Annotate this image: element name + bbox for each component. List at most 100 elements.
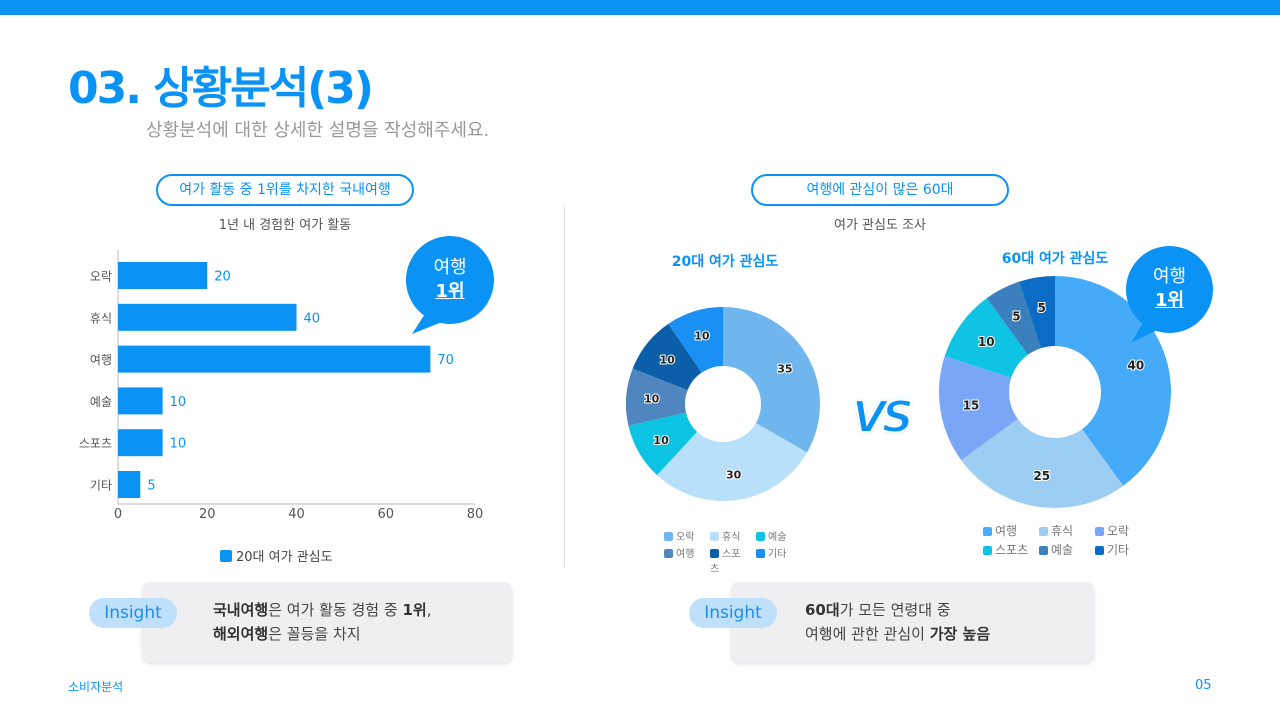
x-tick-label: 0	[114, 507, 122, 522]
insight-bold: 1위	[402, 601, 427, 619]
bar	[118, 262, 208, 289]
insight-tag-right: Insight	[689, 598, 777, 628]
insight-box-left	[142, 582, 512, 662]
legend-label: 휴식	[1051, 524, 1074, 538]
y-tick-label: 휴식	[90, 311, 112, 325]
legend-label: 기타	[1107, 543, 1130, 557]
slice-value-label: 5	[1038, 301, 1046, 315]
legend-swatch	[1039, 527, 1048, 536]
right-section-subtitle: 여가 관심도 조사	[834, 218, 926, 233]
y-tick-label: 예술	[90, 395, 112, 409]
vs-label: VS	[851, 391, 915, 444]
legend-swatch	[220, 550, 232, 562]
legend-swatch	[983, 546, 992, 555]
legend-item: 기타	[756, 545, 794, 575]
bubble-line2: 1위	[435, 281, 465, 302]
insight-text-left: 국내여행은 여가 활동 경험 중 1위, 해외여행은 꼴등을 차지	[213, 598, 431, 646]
legend-label: 스포츠	[710, 549, 741, 575]
slice-value-label: 25	[1033, 469, 1050, 483]
bar	[118, 303, 297, 331]
legend-swatch	[1095, 546, 1104, 555]
y-tick-label: 오락	[90, 270, 112, 284]
y-tick-label: 기타	[90, 479, 112, 493]
legend-label: 여행	[995, 524, 1018, 538]
slice-value-label: 40	[1127, 359, 1144, 373]
bar	[118, 387, 163, 415]
slice-value-label: 10	[694, 330, 710, 343]
slice-value-label: 10	[978, 335, 995, 349]
legend-label: 예술	[1051, 543, 1074, 557]
callout-bubble-right: 여행 1위	[1126, 246, 1213, 333]
bar-legend: 20대 여가 관심도	[220, 546, 333, 565]
legend-item: 여행	[664, 545, 702, 575]
insight-bold: 국내여행	[213, 601, 269, 619]
slice-value-label: 15	[963, 398, 980, 412]
right-section-pill: 여행에 관심이 많은 60대	[751, 174, 1009, 206]
donut-slice	[1019, 276, 1055, 349]
legend-item: 스포츠	[983, 541, 1031, 558]
donut-slice	[628, 412, 698, 476]
legend-item: 스포츠	[710, 545, 748, 575]
bar	[118, 429, 163, 457]
legend-swatch	[710, 532, 719, 541]
legend-swatch	[756, 549, 765, 558]
bar	[118, 471, 141, 498]
legend-item: 기타	[1095, 541, 1143, 558]
top-accent-bar	[0, 0, 1280, 15]
legend-swatch	[664, 532, 673, 541]
legend-label: 여행	[676, 549, 695, 560]
callout-bubble-left: 여행 1위	[406, 236, 494, 324]
bar-value-label: 20	[214, 270, 231, 285]
insight-bold: 가장 높음	[929, 625, 991, 643]
y-tick-label: 스포츠	[79, 437, 112, 451]
donut-slice	[626, 368, 688, 426]
bar-value-label: 10	[170, 437, 187, 452]
legend-item: 예술	[756, 528, 794, 543]
donut-slice	[944, 298, 1028, 378]
insight-bold: 해외여행	[213, 625, 269, 643]
insight-text: 가 모든 연령대 중	[839, 601, 951, 619]
insight-text: ,	[426, 601, 432, 619]
slice-value-label: 10	[653, 434, 669, 447]
bar-chart-title: 1년 내 경험한 여가 활동	[218, 218, 352, 233]
donut1-title: 20대 여가 관심도	[671, 254, 779, 270]
legend-item: 여행	[983, 522, 1031, 539]
legend-label: 스포츠	[995, 543, 1029, 557]
insight-bold: 60대	[805, 601, 840, 619]
x-tick-label: 20	[199, 507, 216, 522]
bar-value-label: 40	[304, 311, 321, 326]
legend-swatch	[1039, 546, 1048, 555]
bar-value-label: 5	[147, 479, 155, 494]
legend-label: 예술	[768, 532, 787, 543]
insight-text-right: 60대가 모든 연령대 중 여행에 관한 관심이 가장 높음	[805, 598, 990, 646]
donut-slice	[657, 423, 808, 501]
bar-value-label: 10	[170, 395, 187, 410]
donut-charts: 35 30 10 10 10 10 40 25 15 10 5 5	[626, 276, 1171, 508]
legend-item: 오락	[664, 528, 702, 543]
legend-item: 휴식	[1039, 522, 1087, 539]
left-section-pill: 여가 활동 중 1위를 차지한 국내여행	[156, 174, 414, 206]
insight-text: 여행에 관한 관심이	[805, 625, 930, 643]
donut2-title: 60대 여가 관심도	[1001, 251, 1109, 267]
insight-box-right	[731, 582, 1094, 662]
insight-tag-left: Insight	[89, 598, 177, 628]
insight-text: 은 꼴등을 차지	[268, 625, 361, 643]
legend-item: 예술	[1039, 541, 1087, 558]
page-number: 05	[1195, 678, 1212, 693]
donut-slice	[986, 281, 1041, 355]
donut-slice	[632, 323, 702, 391]
slice-value-label: 30	[726, 469, 742, 482]
legend-swatch	[664, 549, 673, 558]
legend-label: 오락	[1107, 524, 1130, 538]
legend-item: 휴식	[710, 528, 748, 543]
bar	[118, 345, 431, 373]
donut-slice	[668, 307, 723, 373]
x-tick-label: 40	[288, 507, 305, 522]
page-title: 03. 상황분석(3)	[68, 63, 374, 114]
legend-label: 20대 여가 관심도	[236, 550, 333, 565]
x-tick-label: 80	[467, 507, 484, 522]
bar-chart: 0 20 40 60 80 오락 20 휴식 40 여행 70 예술 10 스포츠 10 기타 5	[79, 250, 484, 522]
legend-label: 기타	[768, 549, 787, 560]
bar-value-label: 70	[437, 353, 454, 368]
